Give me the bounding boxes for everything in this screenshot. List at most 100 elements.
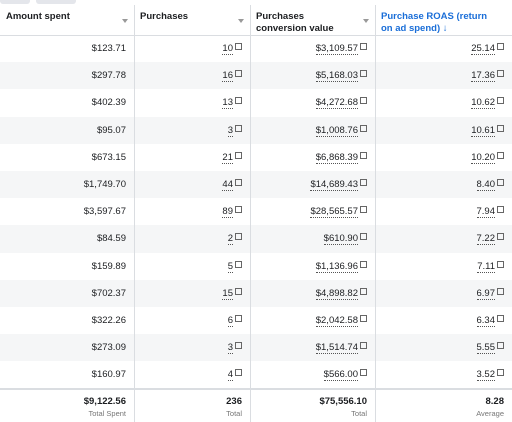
- cell-value[interactable]: 13: [222, 97, 233, 110]
- table-cell: $5,168.03: [250, 62, 375, 89]
- info-icon[interactable]: [497, 342, 504, 350]
- info-icon[interactable]: [497, 369, 504, 377]
- cell-value[interactable]: 21: [222, 151, 233, 164]
- cell-value[interactable]: $6,868.39: [315, 151, 358, 164]
- info-icon[interactable]: [497, 124, 504, 132]
- info-icon[interactable]: [360, 260, 367, 268]
- info-icon[interactable]: [497, 206, 504, 214]
- info-icon[interactable]: [235, 260, 242, 268]
- info-icon[interactable]: [235, 287, 242, 295]
- table-cell: $702.37: [0, 280, 134, 307]
- cell-value[interactable]: 17.36: [471, 70, 495, 83]
- info-icon[interactable]: [360, 124, 367, 132]
- cell-value[interactable]: 7.94: [476, 206, 495, 219]
- cell-value[interactable]: 3: [227, 342, 233, 355]
- sort-arrow[interactable]: [122, 19, 128, 23]
- info-icon[interactable]: [235, 369, 242, 377]
- info-icon[interactable]: [497, 233, 504, 241]
- cell-value[interactable]: $14,689.43: [310, 179, 358, 191]
- table-cell: $1,514.74: [250, 334, 375, 361]
- info-icon[interactable]: [497, 260, 504, 268]
- info-icon[interactable]: [235, 342, 242, 350]
- column-header[interactable]: Amount spent: [0, 5, 134, 35]
- cell-value[interactable]: 6.97: [476, 287, 495, 300]
- info-icon[interactable]: [360, 70, 367, 78]
- cell-value[interactable]: 6.34: [476, 315, 495, 327]
- cell-value[interactable]: 44: [222, 179, 233, 191]
- cell-value[interactable]: 2: [227, 233, 233, 246]
- cell-value[interactable]: 15: [222, 287, 233, 300]
- table-cell: $159.89: [0, 253, 134, 280]
- info-icon[interactable]: [235, 315, 242, 322]
- info-icon[interactable]: [497, 70, 504, 78]
- row-bg: [0, 225, 512, 253]
- info-icon[interactable]: [360, 97, 367, 105]
- cell-value[interactable]: $2,042.58: [315, 315, 358, 327]
- cell-value[interactable]: 5: [227, 260, 233, 273]
- info-icon[interactable]: [235, 233, 242, 241]
- info-icon[interactable]: [497, 287, 504, 295]
- sort-arrow[interactable]: [363, 19, 369, 23]
- cell-value[interactable]: 4: [227, 369, 233, 382]
- table-cell: $28,565.57: [250, 198, 375, 225]
- column-header[interactable]: Purchases: [134, 5, 250, 35]
- table-cell: $84.59: [0, 225, 134, 252]
- cell-value[interactable]: 6: [227, 315, 233, 327]
- cell-value[interactable]: 5.55: [476, 342, 495, 355]
- cell-value[interactable]: 10.61: [471, 124, 495, 137]
- table-cell: $6,868.39: [250, 144, 375, 171]
- info-icon[interactable]: [497, 97, 504, 105]
- info-icon[interactable]: [360, 342, 367, 350]
- info-icon[interactable]: [497, 43, 504, 50]
- cell-value[interactable]: $3,109.57: [315, 43, 358, 55]
- info-icon[interactable]: [360, 287, 367, 295]
- info-icon[interactable]: [360, 206, 367, 214]
- cell-value[interactable]: 16: [222, 70, 233, 83]
- info-icon[interactable]: [497, 315, 504, 322]
- cell-value[interactable]: $566.00: [323, 369, 358, 382]
- cell-value: $3,597.67: [83, 206, 126, 218]
- column-header[interactable]: Purchase ROAS (return on ad spend) ↓: [381, 11, 488, 34]
- cell-value[interactable]: $610.90: [323, 233, 358, 246]
- cell-value[interactable]: $5,168.03: [315, 70, 358, 83]
- info-icon[interactable]: [235, 179, 242, 186]
- row-bg: [0, 279, 512, 307]
- column-header[interactable]: Purchases conversion value: [250, 5, 375, 35]
- info-icon[interactable]: [360, 315, 367, 322]
- info-icon[interactable]: [235, 43, 242, 50]
- sort-arrow[interactable]: [238, 19, 244, 23]
- cell-value[interactable]: 25.14: [471, 43, 495, 55]
- cell-value[interactable]: 3.52: [476, 369, 495, 382]
- table-cell: 6.97: [375, 280, 512, 307]
- cell-value[interactable]: 7.22: [476, 233, 495, 246]
- cell-value[interactable]: $1,136.96: [315, 260, 358, 273]
- cell-value: $84.59: [96, 233, 126, 245]
- cell-value[interactable]: 10.62: [471, 97, 495, 110]
- total-label: Average: [476, 409, 504, 418]
- table-cell: 3: [134, 334, 250, 361]
- info-icon[interactable]: [235, 151, 242, 159]
- info-icon[interactable]: [360, 179, 367, 186]
- info-icon[interactable]: [235, 70, 242, 78]
- info-icon[interactable]: [360, 151, 367, 159]
- info-icon[interactable]: [360, 233, 367, 241]
- info-icon[interactable]: [497, 151, 504, 159]
- info-icon[interactable]: [235, 206, 242, 214]
- cell-value[interactable]: 10: [222, 43, 233, 55]
- cell-value[interactable]: 10.20: [471, 151, 495, 164]
- cell-value[interactable]: $4,272.68: [315, 97, 358, 110]
- cell-value[interactable]: $4,898.82: [315, 287, 358, 300]
- info-icon[interactable]: [235, 97, 242, 105]
- info-icon[interactable]: [360, 369, 367, 377]
- cell-value[interactable]: 7.11: [477, 260, 495, 273]
- info-icon[interactable]: [360, 43, 367, 50]
- cell-value[interactable]: $28,565.57: [310, 206, 358, 219]
- cell-value[interactable]: 8.40: [476, 179, 495, 191]
- cell-value[interactable]: $1,008.76: [315, 124, 358, 137]
- cell-value[interactable]: 89: [222, 206, 233, 219]
- info-icon[interactable]: [497, 179, 504, 186]
- table-cell: $14,689.43: [250, 171, 375, 198]
- cell-value[interactable]: $1,514.74: [315, 342, 358, 355]
- info-icon[interactable]: [235, 124, 242, 132]
- cell-value[interactable]: 3: [227, 124, 233, 137]
